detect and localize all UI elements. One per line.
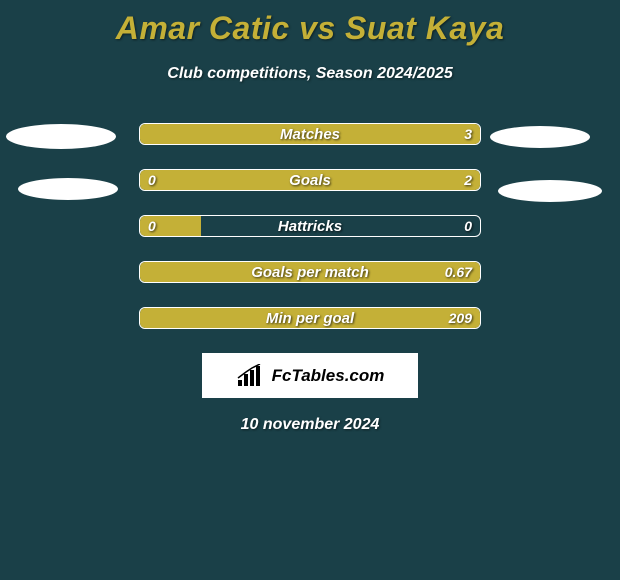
stat-fill-left — [140, 216, 201, 236]
decorative-ellipse — [498, 180, 602, 202]
stat-fill — [140, 124, 480, 144]
stat-fill — [140, 308, 480, 328]
stat-row: 0 Goals 2 — [139, 169, 481, 191]
stat-right-value: 0 — [464, 216, 472, 236]
logo-text: FcTables.com — [272, 366, 385, 386]
date-line: 10 november 2024 — [0, 416, 620, 434]
stat-row: 0 Hattricks 0 — [139, 215, 481, 237]
stat-fill-left — [140, 170, 201, 190]
stat-row: Goals per match 0.67 — [139, 261, 481, 283]
bars-icon — [236, 364, 266, 388]
decorative-ellipse — [18, 178, 118, 200]
subtitle: Club competitions, Season 2024/2025 — [0, 65, 620, 83]
logo-box: FcTables.com — [202, 353, 418, 398]
stat-fill-right — [201, 170, 480, 190]
stats-container: Matches 3 0 Goals 2 0 Hattricks 0 Goals … — [139, 123, 481, 329]
decorative-ellipse — [6, 124, 116, 149]
stat-fill — [140, 262, 480, 282]
page-title: Amar Catic vs Suat Kaya — [0, 0, 620, 47]
stat-row: Min per goal 209 — [139, 307, 481, 329]
stat-row: Matches 3 — [139, 123, 481, 145]
decorative-ellipse — [490, 126, 590, 148]
